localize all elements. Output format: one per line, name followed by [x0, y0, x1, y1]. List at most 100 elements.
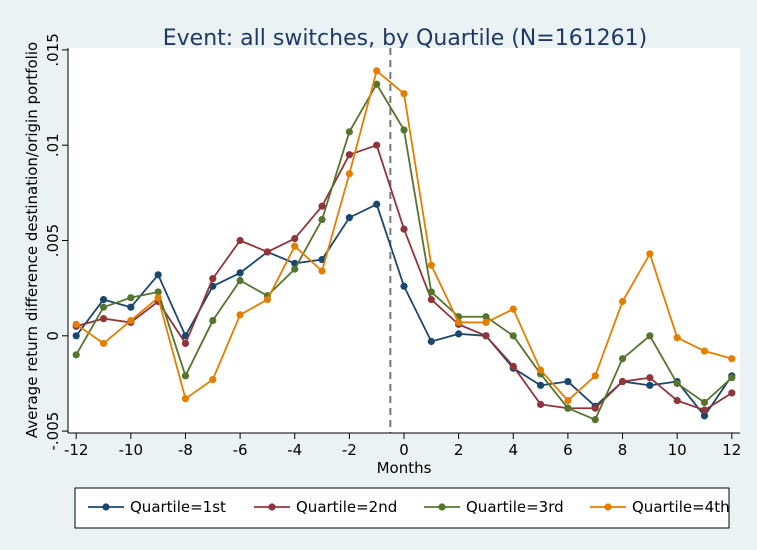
legend-label: Quartile=4th [632, 498, 730, 516]
data-point [318, 215, 326, 224]
x-axis-label: Months [377, 459, 432, 477]
legend-item: Quartile=4th [590, 498, 730, 516]
data-point [236, 269, 244, 277]
chart-title: Event: all switches, by Quartile (N=1612… [163, 26, 648, 51]
data-point [181, 372, 190, 380]
data-point [591, 416, 599, 424]
data-point [482, 332, 490, 340]
data-point [618, 377, 627, 386]
data-point [263, 248, 272, 256]
data-point [72, 320, 80, 328]
data-point [291, 265, 299, 273]
data-point [482, 318, 490, 327]
data-point [209, 316, 217, 325]
data-point [209, 275, 217, 283]
data-point [700, 398, 709, 407]
legend: Quartile=1st Quartile=2nd Quartile=3rd Quar… [74, 487, 730, 529]
x-tick-label: -6 [233, 441, 248, 459]
data-point [509, 362, 517, 370]
data-point [318, 202, 326, 210]
data-point [154, 271, 162, 279]
y-tick-label: .005 [44, 224, 62, 257]
data-point [373, 200, 381, 208]
data-point [291, 242, 299, 250]
data-point [482, 313, 490, 321]
data-point [536, 366, 545, 374]
data-point [72, 332, 80, 340]
data-point [345, 151, 353, 159]
data-point [728, 355, 736, 363]
data-point [236, 236, 244, 245]
data-point [591, 404, 599, 412]
data-point [728, 389, 736, 397]
data-point [99, 315, 108, 323]
data-point [427, 337, 435, 346]
series-4 [72, 67, 736, 405]
data-point [646, 381, 654, 389]
y-tick-label: 0 [44, 331, 62, 341]
data-point [728, 374, 736, 382]
x-tick-label: 10 [668, 441, 687, 459]
legend-item: Quartile=3rd [424, 498, 564, 516]
legend-label: Quartile=1st [130, 498, 226, 516]
data-point [181, 395, 190, 403]
axes: -12 -10 -8 -6 -4 -2 0 2 4 6 8 10 12 -.005 0 .005 .01 .015 [44, 33, 741, 459]
data-point [673, 379, 681, 388]
data-point [427, 288, 435, 296]
y-tick-label: -.005 [44, 412, 62, 451]
legend-label: Quartile=3rd [466, 498, 564, 516]
x-tick-label: -8 [178, 441, 193, 459]
data-point [72, 351, 80, 359]
data-point [536, 381, 545, 389]
legend-box [74, 487, 730, 529]
data-point [345, 170, 353, 178]
data-point [536, 400, 545, 409]
data-point [400, 90, 408, 98]
x-tick-label: -2 [342, 441, 357, 459]
legend-swatch-marker [604, 503, 612, 511]
data-point [236, 276, 244, 285]
data-point [373, 80, 381, 88]
data-point [373, 67, 381, 75]
data-point [400, 126, 408, 134]
legend-swatch-marker [268, 503, 276, 511]
data-point [700, 347, 709, 355]
data-point [99, 295, 108, 304]
series-layer [72, 67, 736, 424]
series-2 [72, 141, 736, 414]
data-point [591, 372, 599, 380]
legend-swatch-marker [438, 503, 446, 511]
data-point [345, 214, 353, 222]
data-point [318, 267, 326, 275]
x-tick-label: -4 [287, 441, 302, 459]
legend-items: Quartile=1st Quartile=2nd Quartile=3rd Quar… [88, 498, 730, 516]
data-point [127, 316, 135, 325]
x-tick-label: 2 [454, 441, 464, 459]
data-point [455, 330, 463, 338]
x-tick-label: 4 [508, 441, 518, 459]
x-tick-label: -12 [64, 441, 89, 459]
legend-item: Quartile=1st [88, 498, 226, 516]
data-point [127, 303, 135, 311]
data-point [646, 374, 654, 382]
data-point [646, 250, 654, 258]
data-point [509, 305, 517, 313]
data-point [291, 234, 299, 243]
data-point [345, 128, 353, 136]
data-point [99, 303, 108, 311]
data-point [700, 412, 709, 420]
data-point [673, 334, 681, 342]
data-point [127, 294, 135, 302]
x-tick-label: 6 [563, 441, 573, 459]
y-tick-label: .01 [44, 133, 62, 157]
plot-area [68, 48, 740, 433]
data-point [400, 225, 408, 233]
data-point [700, 406, 709, 414]
data-point [236, 311, 244, 319]
data-point [181, 339, 190, 348]
legend-label: Quartile=2nd [296, 498, 397, 516]
data-point [618, 297, 627, 306]
y-tick-label: .015 [44, 33, 62, 66]
legend-item: Quartile=2nd [254, 498, 397, 516]
